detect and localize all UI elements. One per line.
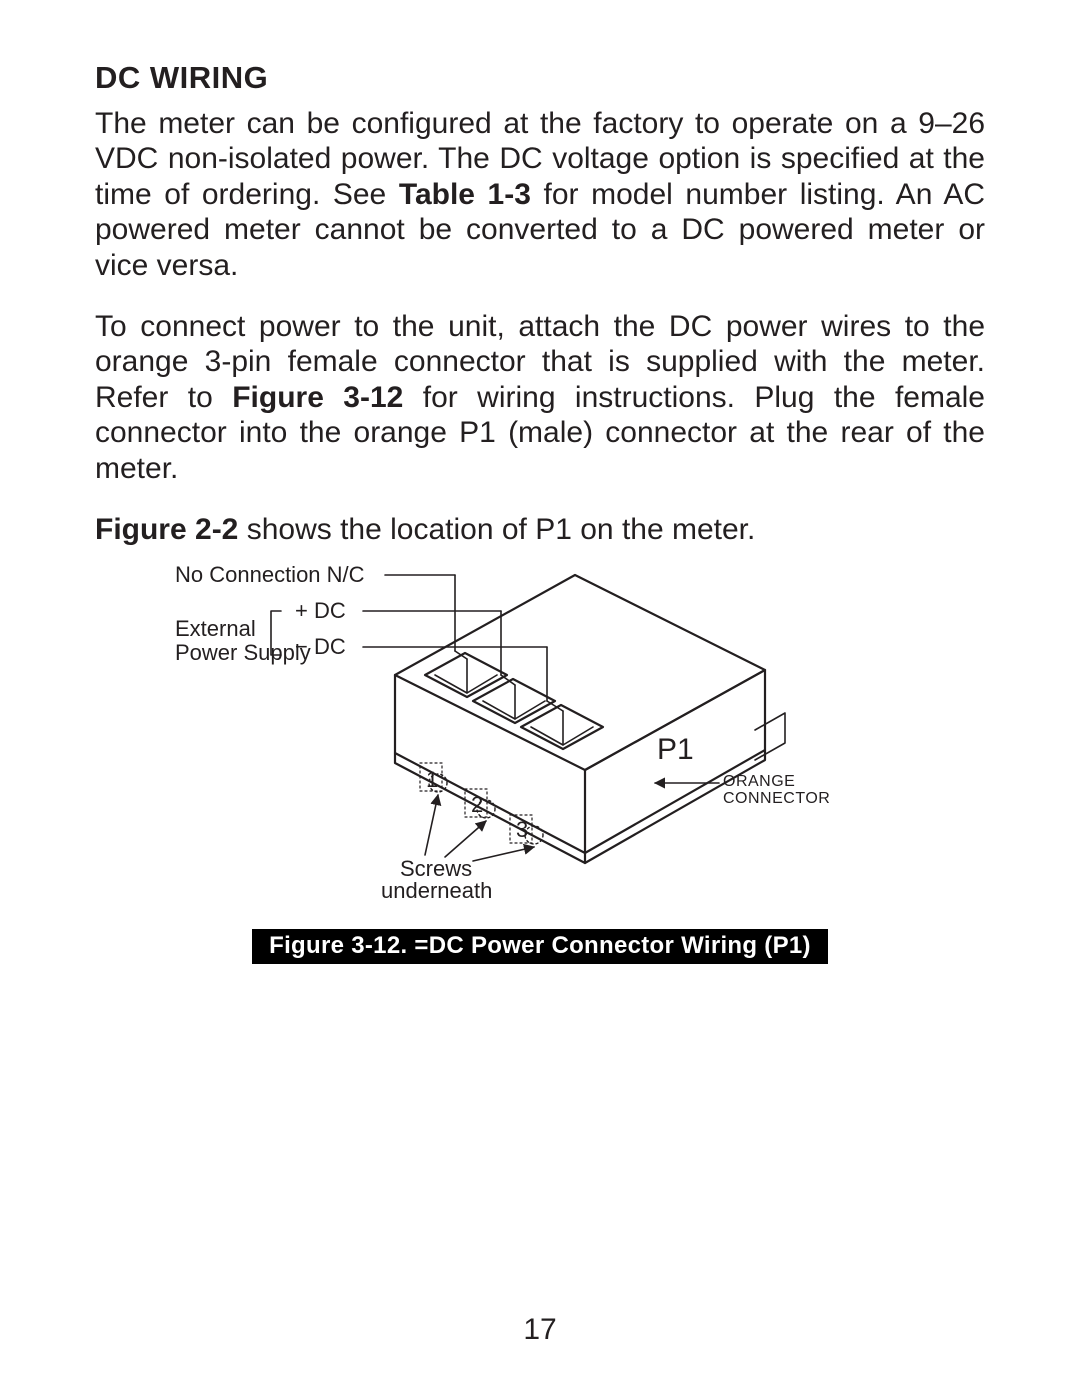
para3-part-b: shows the location of P1 on the meter. — [238, 513, 755, 546]
paragraph-1: The meter can be configured at the facto… — [95, 106, 985, 283]
figure-3-12: No Connection N/C + DC − DC External Pow… — [95, 555, 985, 915]
page: DC WIRING The meter can be configured at… — [0, 0, 1080, 1397]
para1-table-ref: Table 1-3 — [399, 178, 531, 211]
connector-svg — [95, 555, 985, 915]
paragraph-3: Figure 2-2 shows the location of P1 on t… — [95, 512, 985, 547]
figure-caption: Figure 3-12. =DC Power Connector Wiring … — [252, 929, 828, 964]
page-number: 17 — [0, 1313, 1080, 1347]
para3-figure-ref: Figure 2-2 — [95, 513, 238, 546]
section-heading: DC WIRING — [95, 60, 985, 96]
para2-figure-ref: Figure 3-12 — [232, 381, 403, 414]
paragraph-2: To connect power to the unit, attach the… — [95, 309, 985, 486]
